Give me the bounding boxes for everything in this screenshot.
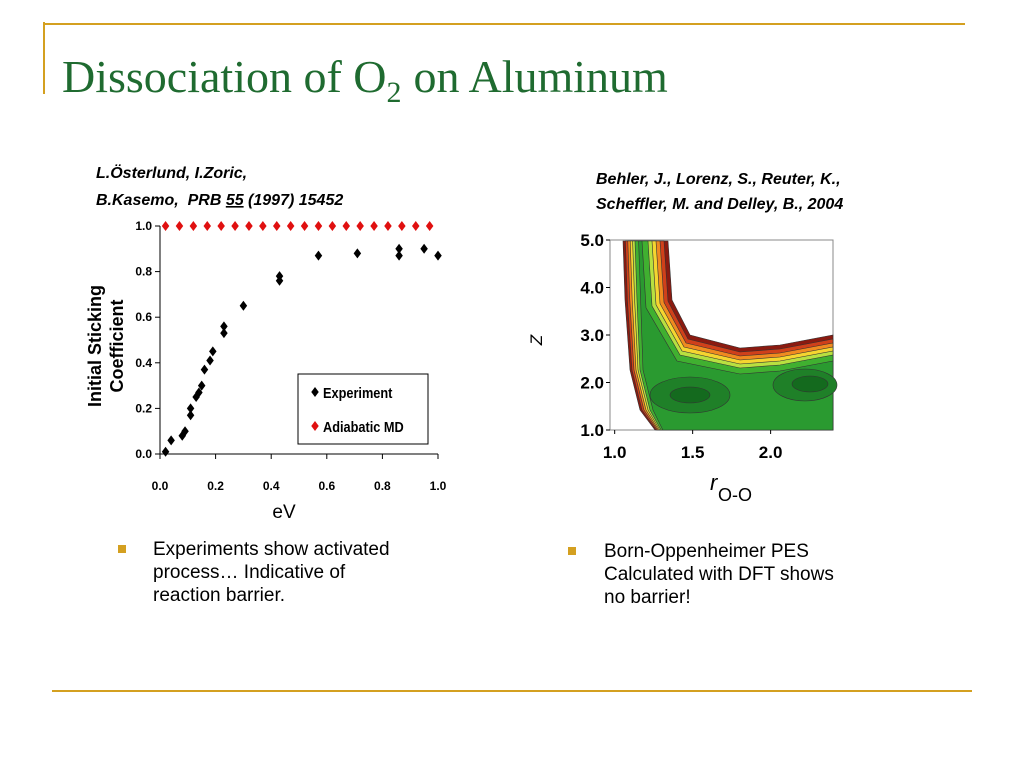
data-point xyxy=(353,248,362,259)
data-point xyxy=(206,355,214,366)
data-point xyxy=(314,250,323,261)
data-point xyxy=(286,221,295,231)
legend-marker xyxy=(311,387,319,397)
data-point xyxy=(245,221,253,231)
x-tick-label: 0.0 xyxy=(152,479,169,493)
data-point xyxy=(181,426,189,437)
data-point xyxy=(395,250,403,261)
x-tick-label: 0.2 xyxy=(207,479,224,493)
legend-marker xyxy=(311,421,319,431)
data-point xyxy=(275,271,284,282)
legend-box xyxy=(297,373,429,445)
y-tick-label: 1.0 xyxy=(135,219,152,233)
x-tick-label: 0.6 xyxy=(318,479,335,493)
bullet-text: Experiments show activated xyxy=(153,539,390,560)
legend-label: Adiabatic MD xyxy=(323,418,404,435)
contour-level xyxy=(669,386,711,404)
legend-label: Experiment xyxy=(323,384,393,401)
data-point xyxy=(189,221,198,231)
data-point xyxy=(384,221,392,231)
data-point xyxy=(300,221,309,231)
bullet-text: Calculated with DFT shows xyxy=(604,564,834,585)
bullet-marker xyxy=(118,545,126,553)
x-tick-label: 0.8 xyxy=(374,479,391,493)
contour-plot xyxy=(609,239,838,431)
y-tick-label: 5.0 xyxy=(580,231,604,250)
data-point xyxy=(239,300,248,311)
data-point xyxy=(231,221,239,231)
data-point xyxy=(273,221,281,231)
bullet-text: Born-Oppenheimer PES xyxy=(604,541,809,562)
data-point xyxy=(186,410,195,421)
data-point xyxy=(425,221,434,231)
citation: L.Österlund, I.Zoric, xyxy=(96,163,247,182)
y-tick-label: 1.0 xyxy=(580,421,604,440)
y-tick-label: 4.0 xyxy=(580,279,604,298)
data-point xyxy=(342,221,351,231)
data-point xyxy=(220,328,228,339)
x-axis-label: eV xyxy=(272,502,296,523)
y-tick-label: 0.4 xyxy=(135,356,152,370)
bullet-text: no barrier! xyxy=(604,587,691,608)
data-point xyxy=(220,321,228,332)
data-point xyxy=(370,221,378,231)
data-point xyxy=(420,243,428,254)
data-point xyxy=(412,221,420,231)
y-tick-label: 2.0 xyxy=(580,374,604,393)
bullet-marker xyxy=(568,547,576,555)
data-point xyxy=(195,387,203,398)
y-tick-label: 0.8 xyxy=(135,265,152,279)
x-tick-label: 1.5 xyxy=(681,443,705,462)
slide-title: Dissociation of O2 on Aluminum xyxy=(62,51,668,109)
data-point xyxy=(161,446,170,457)
data-point xyxy=(186,403,195,414)
citation: Scheffler, M. and Delley, B., 2004 xyxy=(596,196,843,213)
data-point xyxy=(328,221,337,231)
bullet-text: process… Indicative of xyxy=(153,562,346,583)
y-tick-label: 0.2 xyxy=(135,401,152,415)
data-point xyxy=(200,364,209,375)
data-point xyxy=(434,250,442,261)
y-axis-label: Initial Sticking xyxy=(85,285,105,407)
y-axis-label: Coefficient xyxy=(107,299,127,392)
data-point xyxy=(314,221,323,231)
x-tick-label: 1.0 xyxy=(430,479,447,493)
x-tick-label: 0.4 xyxy=(263,479,280,493)
data-point xyxy=(217,221,225,231)
citation: Behler, J., Lorenz, S., Reuter, K., xyxy=(596,171,841,188)
data-point xyxy=(259,221,267,231)
x-axis-label-subscript: O-O xyxy=(718,485,752,505)
data-point xyxy=(161,221,170,231)
y-tick-label: 0.6 xyxy=(135,310,152,324)
contour-level xyxy=(791,375,829,393)
data-point xyxy=(203,221,212,231)
x-tick-label: 1.0 xyxy=(603,443,627,462)
x-axis-label: r xyxy=(710,470,719,495)
data-point xyxy=(167,435,175,446)
data-point xyxy=(197,380,206,391)
y-tick-label: 3.0 xyxy=(580,326,604,345)
citation: B.Kasemo, PRB 55 (1997) 15452 xyxy=(96,192,343,209)
data-point xyxy=(175,221,184,231)
data-point xyxy=(356,221,364,231)
bullet-text: reaction barrier. xyxy=(153,585,285,606)
y-tick-label: 0.0 xyxy=(135,447,152,461)
x-tick-label: 2.0 xyxy=(759,443,783,462)
y-axis-label: Z xyxy=(527,334,546,346)
data-point xyxy=(395,243,403,254)
data-point xyxy=(398,221,406,231)
data-point xyxy=(209,346,217,357)
